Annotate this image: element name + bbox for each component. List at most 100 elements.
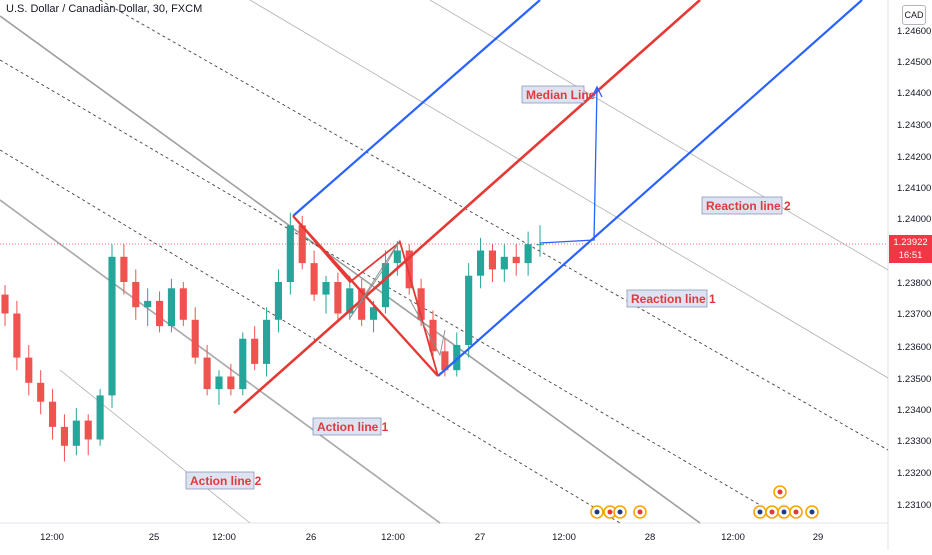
candle-body [203, 357, 211, 390]
candle-body [298, 225, 306, 264]
price-tick-label: 1.24300 [897, 120, 931, 131]
annotation-box-action-line-1 [312, 417, 382, 436]
price-tick-label: 1.23300 [897, 436, 931, 447]
annotation-label-median-line: Median Line [526, 88, 596, 102]
price-tick-label: 1.24000 [897, 214, 931, 225]
currency-button[interactable]: CAD [902, 5, 926, 25]
action-line-solid-1 [0, 15, 701, 524]
candle-body [37, 382, 45, 402]
time-tick-label: 12:00 [40, 532, 64, 543]
projection-path [539, 87, 598, 244]
candle-body [167, 288, 176, 327]
annotation-label-reaction-line-1: Reaction line 1 [631, 292, 716, 306]
economic-event-flag-icon-7 [781, 509, 787, 515]
time-axis: 12:00 25 12:00 26 12:00 27 12:00 28 12:00 29 [40, 532, 823, 543]
candle-body [334, 282, 342, 314]
median-line [233, 0, 701, 414]
candle-body [322, 282, 330, 295]
annotation-layer: Median Line Reaction line 2 Reaction line … [185, 85, 791, 490]
projection-arrowhead [591, 85, 603, 98]
candle-body [536, 244, 544, 246]
price-tick-label: 1.23800 [897, 278, 931, 289]
last-price-value: 1.23922 [893, 237, 928, 248]
chart-title: U.S. Dollar / Canadian Dollar, 30, FXCM [6, 3, 203, 15]
trendline-layer [0, 0, 889, 524]
candle-body [179, 288, 187, 320]
annotation-box-median-line [521, 85, 585, 104]
candle-body [381, 263, 390, 308]
zigzag-line [292, 215, 439, 377]
price-tick-label: 1.23700 [897, 309, 931, 320]
economic-event-flag-icon-1 [594, 509, 600, 515]
candle-body [286, 225, 294, 282]
price-tick-label: 1.23400 [897, 405, 931, 416]
annotation-box-reaction-line-2 [701, 196, 783, 215]
candle-body [393, 250, 401, 264]
price-tick-label: 1.23500 [897, 374, 931, 385]
candlestick-layer [1, 212, 544, 462]
candle-body [262, 319, 271, 364]
dashed-line-2 [99, 0, 889, 451]
time-tick-label: 28 [645, 532, 656, 543]
candle-body [72, 420, 80, 446]
triangle-2 [409, 299, 446, 357]
candle-body [191, 319, 199, 358]
parallel-thin-line-3 [0, 199, 441, 524]
upper-parallel-line [292, 0, 541, 217]
triangle-1 [349, 239, 401, 319]
economic-event-flag-icon-3 [617, 509, 623, 515]
candle-body [358, 288, 366, 320]
time-tick-label: 25 [149, 532, 160, 543]
candle-body [465, 275, 473, 345]
event-icons-layer [590, 485, 819, 519]
candle-body [60, 426, 69, 446]
candle-body [429, 319, 437, 352]
candle-body [274, 282, 283, 320]
annotation-label-action-line-1: Action line 1 [317, 420, 389, 434]
candle-body [144, 300, 152, 308]
candle-body [417, 288, 425, 320]
candle-body [405, 250, 413, 289]
annotation-box-reaction-line-1 [626, 289, 708, 308]
candle-body [155, 300, 164, 327]
time-tick-label: 12:00 [552, 532, 576, 543]
candle-body [25, 357, 33, 383]
economic-event-flag-icon-6 [769, 509, 775, 515]
lower-parallel-line [437, 0, 863, 377]
candle-body [251, 338, 259, 364]
economic-event-flag-icon-8 [793, 509, 799, 515]
candle-body [1, 294, 9, 314]
candle-body [346, 288, 354, 314]
candle-body [108, 256, 116, 396]
candle-body [132, 282, 140, 308]
time-tick-label: 29 [813, 532, 824, 543]
price-tick-label: 1.24200 [897, 152, 931, 163]
price-tick-label: 1.23600 [897, 342, 931, 353]
economic-event-flag-icon-9 [809, 509, 815, 515]
candle-body [500, 256, 508, 270]
economic-event-flag-icon-5 [757, 509, 763, 515]
candle-body [488, 250, 497, 270]
candle-body [215, 376, 223, 390]
economic-event-flag-icon-10 [777, 489, 783, 495]
economic-event-flag-icon-2 [607, 509, 613, 515]
price-tick-label: 1.24400 [897, 88, 931, 99]
parallel-thin-line-1 [249, 0, 889, 379]
candle-body [13, 313, 21, 358]
price-tick-label: 1.23100 [897, 500, 931, 511]
candle-body [96, 395, 104, 440]
parallel-thin-line-2 [429, 0, 889, 271]
time-tick-label: 26 [306, 532, 317, 543]
candle-body [441, 351, 449, 371]
last-price-tag: 1.23922 16:51 [889, 235, 932, 263]
price-tick-label: 1.24100 [897, 183, 931, 194]
candle-body [453, 345, 461, 371]
price-tick-label: 1.23200 [897, 468, 931, 479]
price-tick-label: 1.24600 [897, 26, 931, 37]
parallel-thin-line-4 [59, 369, 251, 524]
annotation-label-action-line-2: Action line 2 [190, 474, 262, 488]
candle-body [48, 401, 57, 427]
time-tick-label: 12:00 [381, 532, 405, 543]
